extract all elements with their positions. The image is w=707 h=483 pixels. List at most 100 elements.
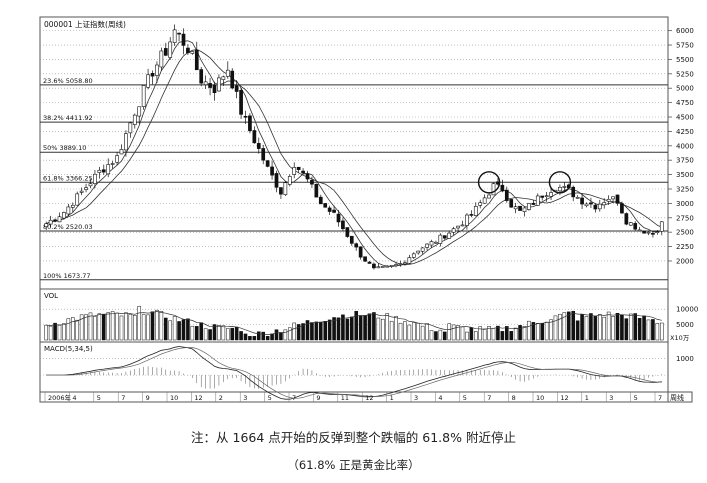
candlestick bbox=[633, 223, 638, 230]
volume-bar bbox=[363, 315, 367, 341]
x-tick-label: 7 bbox=[658, 394, 662, 402]
volume-bar bbox=[513, 327, 518, 341]
volume-bar bbox=[420, 325, 425, 341]
candlestick bbox=[88, 183, 93, 187]
candlestick bbox=[84, 187, 88, 190]
x-tick-label: 3 bbox=[243, 394, 247, 402]
volume-bar bbox=[115, 312, 119, 341]
candlestick bbox=[531, 202, 536, 205]
volume-bar bbox=[407, 324, 412, 341]
volume-bar bbox=[589, 313, 593, 341]
candlestick bbox=[132, 114, 137, 125]
volume-bar bbox=[434, 331, 438, 341]
candlestick bbox=[141, 85, 146, 107]
candlestick bbox=[292, 167, 297, 175]
volume-bar bbox=[385, 313, 390, 341]
volume-bar bbox=[199, 322, 204, 341]
candlestick bbox=[460, 224, 465, 227]
period-cell bbox=[667, 391, 693, 403]
x-tick-label: 7 bbox=[292, 394, 296, 402]
candlestick bbox=[327, 207, 332, 212]
candlestick bbox=[159, 50, 164, 68]
volume-bar bbox=[75, 319, 80, 341]
volume-bar bbox=[243, 333, 248, 341]
volume-bar bbox=[336, 317, 341, 341]
candlestick bbox=[208, 83, 212, 88]
volume-bar bbox=[97, 313, 102, 341]
volume-bar bbox=[283, 329, 288, 341]
x-tick-label: 9 bbox=[146, 394, 150, 402]
candlestick bbox=[358, 246, 363, 258]
candlestick bbox=[624, 213, 629, 225]
volume-bar bbox=[651, 319, 655, 341]
candlestick bbox=[97, 169, 102, 173]
candlestick bbox=[314, 183, 319, 198]
candlestick bbox=[57, 216, 62, 223]
x-tick-label: 7 bbox=[487, 394, 491, 402]
price-tick-label: 3750 bbox=[676, 157, 694, 165]
candlestick bbox=[332, 209, 336, 213]
candlestick bbox=[137, 106, 142, 117]
candlestick bbox=[522, 207, 527, 212]
volume-bar bbox=[159, 311, 164, 341]
volume-bar bbox=[53, 322, 57, 341]
candlestick bbox=[513, 206, 518, 210]
candlestick bbox=[181, 33, 186, 46]
volume-bar bbox=[403, 321, 407, 341]
volume-bar bbox=[372, 312, 376, 341]
x-tick-label: 4 bbox=[72, 394, 76, 402]
volume-bar bbox=[172, 316, 177, 341]
volume-bar bbox=[44, 324, 49, 341]
candlestick bbox=[155, 64, 159, 76]
volume-bar bbox=[239, 331, 243, 341]
volume-bar bbox=[522, 325, 527, 341]
candlestick bbox=[62, 212, 66, 219]
volume-bar bbox=[155, 309, 159, 341]
volume-bar bbox=[473, 331, 478, 341]
candlestick bbox=[372, 263, 376, 269]
candlestick bbox=[66, 206, 71, 215]
volume-bar bbox=[208, 329, 212, 341]
candlestick bbox=[203, 81, 208, 86]
candlestick bbox=[119, 149, 124, 155]
candlestick bbox=[385, 265, 390, 268]
candlestick bbox=[70, 204, 75, 208]
price-gridlines bbox=[40, 30, 668, 262]
volume-ma-line bbox=[46, 311, 662, 335]
volume-bar bbox=[535, 323, 540, 341]
volume-label: VOL bbox=[44, 292, 58, 300]
volume-bar bbox=[79, 314, 84, 341]
candlestick bbox=[279, 187, 283, 195]
volume-bars: 10000 5000 bbox=[40, 306, 698, 341]
candlestick bbox=[93, 173, 97, 184]
candlestick bbox=[283, 182, 288, 196]
volume-bar bbox=[531, 322, 536, 341]
volume-bar bbox=[597, 314, 602, 341]
volume-bar bbox=[318, 321, 323, 341]
volume-bar bbox=[416, 323, 421, 341]
x-axis-frame bbox=[39, 391, 669, 403]
candlestick bbox=[115, 155, 119, 163]
candlestick bbox=[336, 213, 341, 223]
candlestick bbox=[478, 202, 483, 206]
highlight-circle bbox=[477, 171, 501, 194]
volume-bar bbox=[460, 326, 465, 341]
volume-bar bbox=[305, 320, 310, 341]
candlestick bbox=[270, 166, 274, 176]
candlestick bbox=[482, 197, 487, 204]
price-tick-label: 5500 bbox=[676, 56, 694, 64]
candlestick bbox=[469, 214, 474, 216]
price-tick-label: 4500 bbox=[676, 114, 694, 122]
candlestick bbox=[642, 230, 646, 234]
candlestick bbox=[398, 263, 403, 265]
candlestick bbox=[637, 229, 642, 232]
candlestick bbox=[597, 203, 602, 210]
price-tick-label: 5000 bbox=[676, 85, 694, 93]
volume-bar bbox=[544, 321, 549, 341]
volume-bar bbox=[380, 318, 385, 341]
volume-bar bbox=[367, 313, 372, 341]
candlestick bbox=[491, 183, 496, 196]
volume-bar bbox=[101, 313, 106, 341]
period-label: 周线 bbox=[670, 393, 684, 402]
